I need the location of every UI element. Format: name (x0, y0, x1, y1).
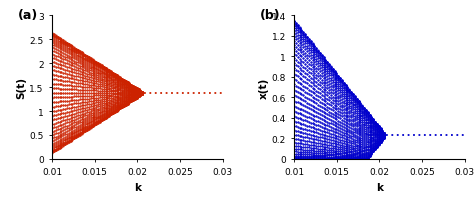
X-axis label: k: k (134, 182, 141, 192)
Text: (b): (b) (260, 9, 281, 22)
Text: (a): (a) (18, 9, 38, 22)
Y-axis label: S(t): S(t) (17, 77, 27, 99)
Y-axis label: x(t): x(t) (259, 77, 269, 98)
X-axis label: k: k (376, 182, 383, 192)
